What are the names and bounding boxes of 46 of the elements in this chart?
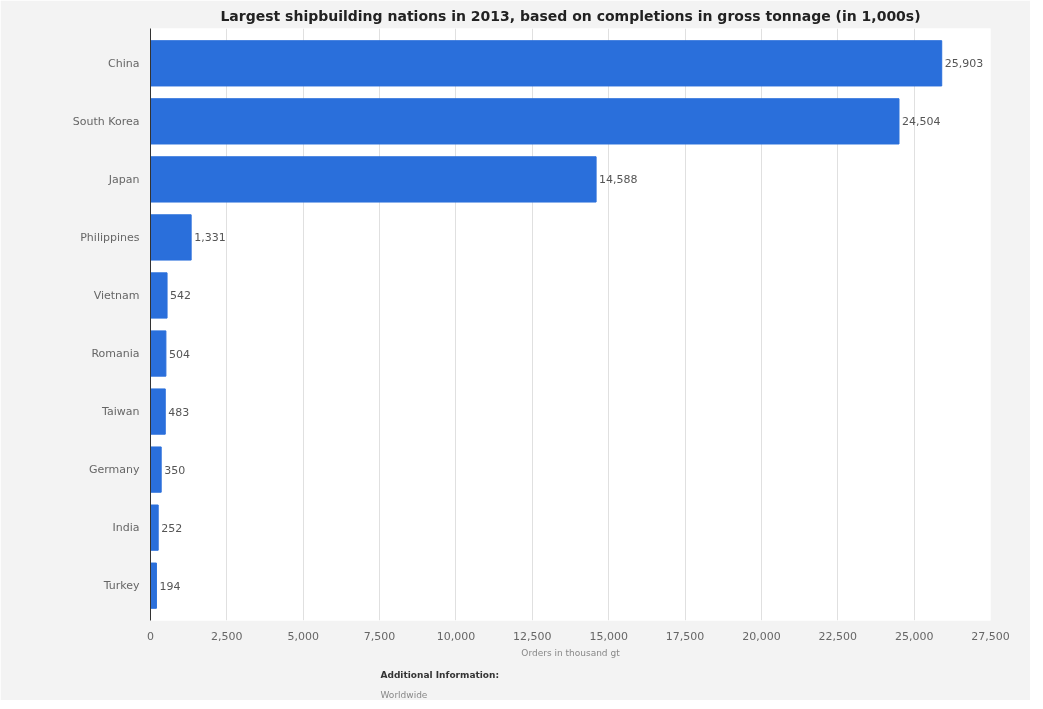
y-tick-label: Philippines bbox=[80, 230, 140, 244]
y-tick-label: Japan bbox=[107, 172, 140, 186]
y-tick-label: Vietnam bbox=[93, 288, 140, 302]
data-label: 504 bbox=[168, 347, 190, 361]
bar bbox=[150, 330, 167, 377]
y-tick-label: Germany bbox=[88, 463, 140, 477]
bar bbox=[150, 562, 157, 609]
bar bbox=[150, 156, 597, 203]
x-tick-label: 12,500 bbox=[513, 629, 552, 643]
bar bbox=[150, 98, 900, 145]
bar bbox=[150, 40, 943, 87]
x-tick-label: 0 bbox=[147, 629, 154, 643]
data-label: 1,331 bbox=[194, 231, 226, 245]
text: Worldwide bbox=[380, 689, 428, 700]
x-tick-label: 7,500 bbox=[363, 629, 396, 643]
data-label: 24,504 bbox=[901, 115, 941, 129]
x-tick-label: 2,500 bbox=[211, 629, 243, 643]
data-label: 194 bbox=[159, 579, 181, 593]
x-tick-label: 5,000 bbox=[287, 629, 319, 643]
data-label: 252 bbox=[161, 521, 183, 535]
bar bbox=[150, 272, 168, 319]
y-tick-label: Taiwan bbox=[101, 405, 140, 419]
x-tick-label: 27,500 bbox=[971, 629, 1010, 643]
y-tick-label: Turkey bbox=[102, 579, 140, 593]
bar bbox=[150, 446, 162, 493]
x-tick-label: 20,000 bbox=[742, 629, 781, 643]
x-axis-title: Orders in thousand gt bbox=[521, 647, 621, 658]
x-tick-label: 22,500 bbox=[818, 629, 858, 643]
x-tick-label: 10,000 bbox=[436, 629, 476, 643]
x-tick-label: 17,500 bbox=[665, 629, 705, 643]
data-label: 350 bbox=[164, 463, 186, 477]
data-label: 25,903 bbox=[944, 57, 984, 71]
text: Additional Information: bbox=[380, 669, 500, 680]
chart-title: Largest shipbuilding nations in 2013, based on completions in gross tonnage (in 1,000s) bbox=[220, 7, 921, 24]
x-tick-label: 25,000 bbox=[894, 629, 934, 643]
y-tick-label: India bbox=[112, 521, 140, 535]
data-label: 483 bbox=[168, 405, 190, 419]
x-tick-label: 15,000 bbox=[589, 629, 628, 643]
bar bbox=[150, 388, 166, 435]
y-tick-label: South Korea bbox=[72, 114, 140, 128]
data-label: 14,588 bbox=[599, 173, 638, 187]
y-tick-label: Romania bbox=[91, 347, 140, 361]
bar bbox=[150, 504, 159, 551]
bar bbox=[150, 214, 192, 261]
data-label: 542 bbox=[170, 289, 192, 303]
y-tick-label: China bbox=[108, 56, 140, 70]
